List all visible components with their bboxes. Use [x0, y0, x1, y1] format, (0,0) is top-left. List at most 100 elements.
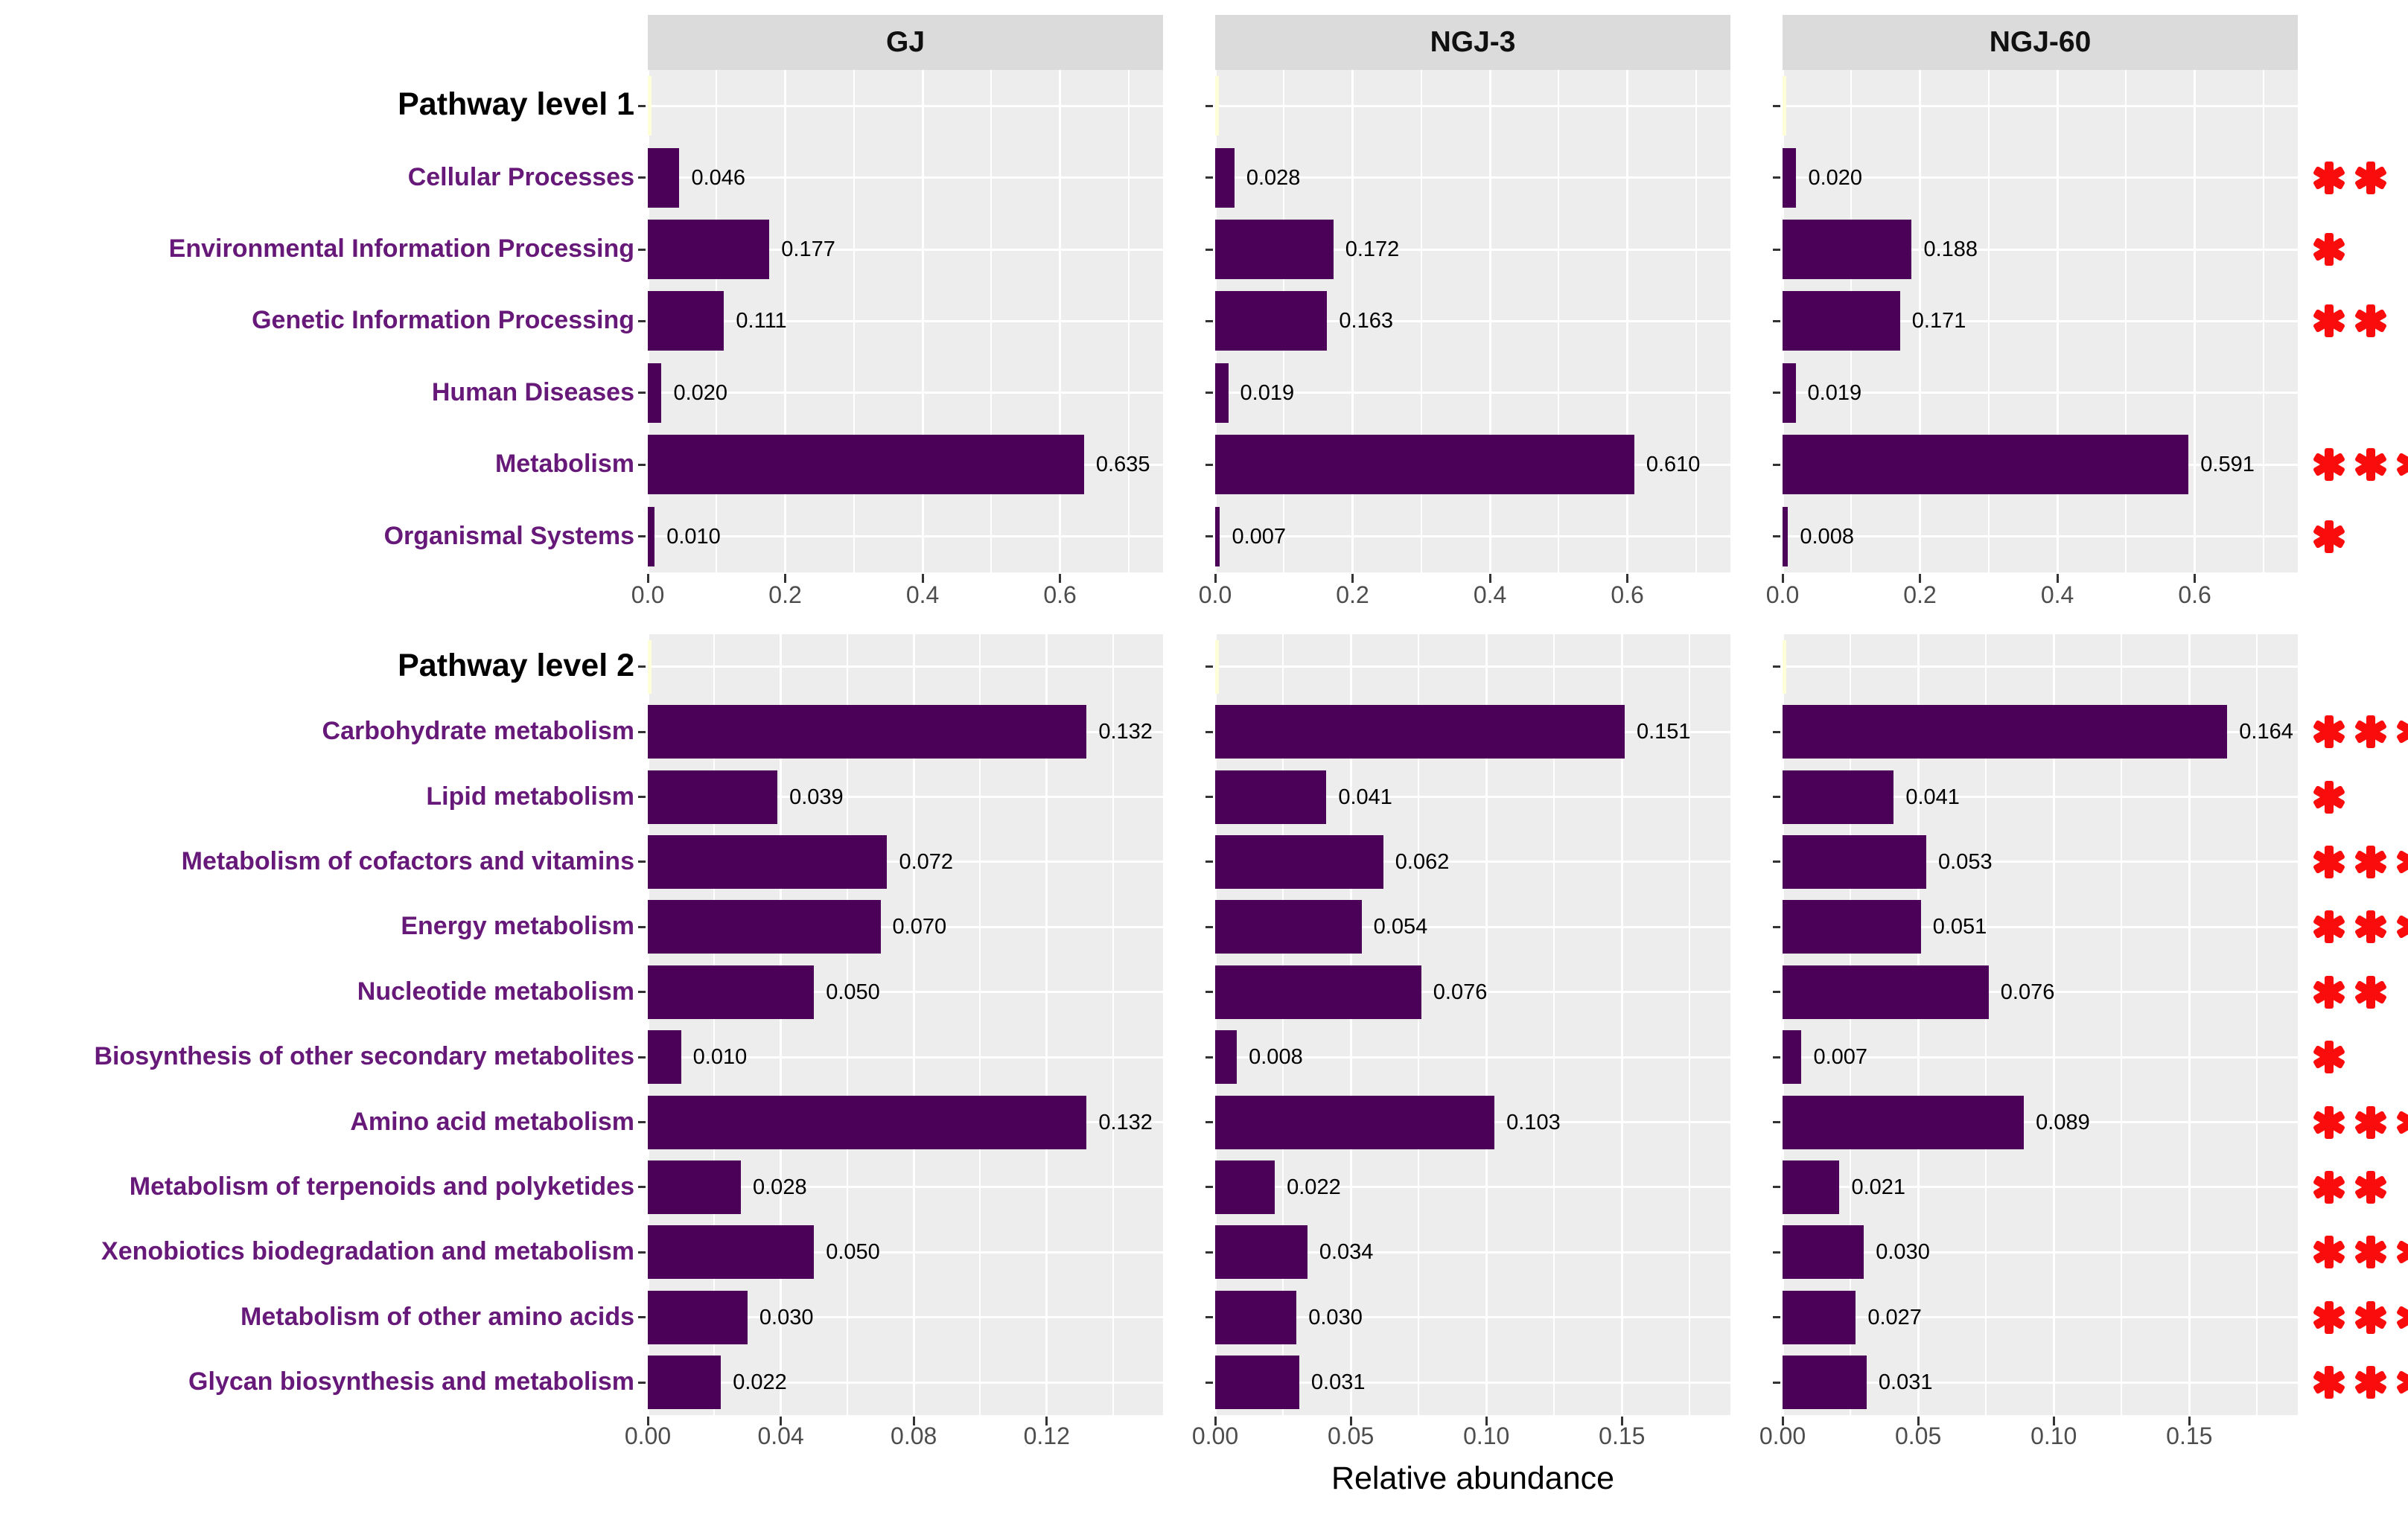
asterisk-icon: [2354, 845, 2388, 878]
asterisk-icon: [2354, 1105, 2388, 1139]
asterisk-icon: [2312, 1366, 2346, 1399]
row-gridline: [648, 991, 1163, 994]
value-label: 0.072: [899, 849, 954, 874]
row-gridline: [1783, 392, 2298, 395]
significance-marker: [2312, 448, 2408, 485]
row-gridline: [1783, 1251, 2298, 1254]
value-label: 0.022: [733, 1370, 787, 1395]
category-label: Metabolism of cofactors and vitamins: [181, 846, 634, 875]
row-gridline: [1215, 319, 1730, 322]
significance-marker: [2312, 520, 2354, 557]
bar: [648, 900, 881, 954]
category-label: Metabolism of other amino acids: [241, 1302, 634, 1331]
x-tick-mark: [1919, 573, 1922, 583]
asterisk-icon: [2312, 975, 2346, 1009]
row-gridline: [1215, 1316, 1730, 1319]
asterisk-icon: [2354, 304, 2388, 338]
y-tick-mark: [638, 319, 646, 322]
bar: [1215, 1225, 1307, 1280]
asterisk-icon: [2312, 233, 2346, 266]
value-label: 0.007: [1232, 524, 1287, 549]
row-gridline: [1783, 1186, 2298, 1189]
minor-gridline: [1282, 634, 1284, 1415]
y-tick-mark: [1205, 463, 1213, 466]
facet-title: Pathway level 1: [398, 86, 634, 123]
x-tick-label: 0.10: [1463, 1423, 1510, 1449]
bar: [648, 1225, 815, 1280]
bar: [1783, 1095, 2025, 1149]
asterisk-icon: [2312, 520, 2346, 553]
x-tick-mark: [2194, 573, 2197, 583]
value-label: 0.046: [691, 165, 746, 190]
bar: [1215, 147, 1235, 208]
row-gridline: [1215, 104, 1730, 107]
value-label: 0.163: [1339, 309, 1393, 333]
x-tick-label: 0.12: [1023, 1423, 1070, 1449]
value-label: 0.103: [1506, 1110, 1561, 1134]
value-label: 0.053: [1938, 849, 1993, 874]
facet-dummy-bar: [1783, 76, 1786, 136]
x-tick-label: 0.0: [631, 581, 665, 608]
y-tick-mark: [638, 104, 646, 107]
x-tick-label: 0.00: [1759, 1423, 1806, 1449]
y-tick-mark: [1773, 535, 1780, 538]
row-gridline: [1783, 991, 2298, 994]
facet-strip: NGJ-3: [1215, 15, 1730, 70]
row-gridline: [1783, 104, 2298, 107]
x-tick-mark: [1781, 1416, 1784, 1425]
value-label: 0.151: [1636, 720, 1691, 744]
row-gridline: [648, 925, 1163, 928]
x-tick-mark: [2052, 1416, 2055, 1425]
value-label: 0.008: [1249, 1045, 1303, 1070]
bar: [648, 1095, 1087, 1149]
bar: [1215, 900, 1362, 954]
x-tick-mark: [1214, 1416, 1217, 1425]
row-gridline: [1215, 1251, 1730, 1254]
bar: [1783, 705, 2228, 759]
value-label: 0.051: [1932, 915, 1987, 939]
x-tick-label: 0.10: [2030, 1423, 2077, 1449]
x-tick-label: 0.4: [1473, 581, 1507, 608]
bar: [1215, 1356, 1299, 1410]
bar: [1783, 1356, 1867, 1410]
significance-marker: [2312, 845, 2408, 882]
y-tick-mark: [638, 1056, 646, 1059]
bar: [1215, 506, 1220, 566]
y-tick-mark: [1205, 1056, 1213, 1059]
facet-strip: NGJ-60: [1783, 15, 2298, 70]
minor-gridline: [2256, 634, 2258, 1415]
row-gridline: [648, 1251, 1163, 1254]
bar: [1215, 1290, 1297, 1344]
row-gridline: [1783, 1121, 2298, 1123]
y-tick-mark: [1205, 1121, 1213, 1123]
bar: [1783, 900, 1921, 954]
y-tick-mark: [1205, 665, 1213, 668]
category-label: Lipid metabolism: [426, 782, 634, 811]
major-gridline: [1781, 634, 1784, 1415]
row-gridline: [1215, 665, 1730, 668]
bar: [1783, 834, 1927, 889]
row-gridline: [1215, 535, 1730, 538]
minor-gridline: [1850, 634, 1852, 1415]
value-label: 0.076: [2000, 980, 2055, 1004]
bar: [648, 363, 662, 423]
y-tick-mark: [1205, 1186, 1213, 1189]
asterisk-icon: [2354, 715, 2388, 749]
bar: [1783, 363, 1796, 423]
x-tick-label: 0.0: [1198, 581, 1232, 608]
value-label: 0.041: [1338, 785, 1392, 809]
value-label: 0.054: [1373, 915, 1428, 939]
category-label: Amino acid metabolism: [350, 1107, 634, 1136]
asterisk-icon: [2395, 715, 2408, 748]
row-gridline: [648, 535, 1163, 538]
asterisk-icon: [2395, 846, 2408, 878]
value-label: 0.070: [892, 915, 947, 939]
asterisk-icon: [2395, 1106, 2408, 1139]
y-tick-mark: [638, 1381, 646, 1384]
row-gridline: [648, 796, 1163, 798]
row-gridline: [648, 1186, 1163, 1189]
facet-dummy-bar: [648, 639, 652, 694]
significance-marker: [2312, 780, 2354, 817]
row-gridline: [1783, 665, 2298, 668]
x-tick-mark: [780, 1416, 783, 1425]
